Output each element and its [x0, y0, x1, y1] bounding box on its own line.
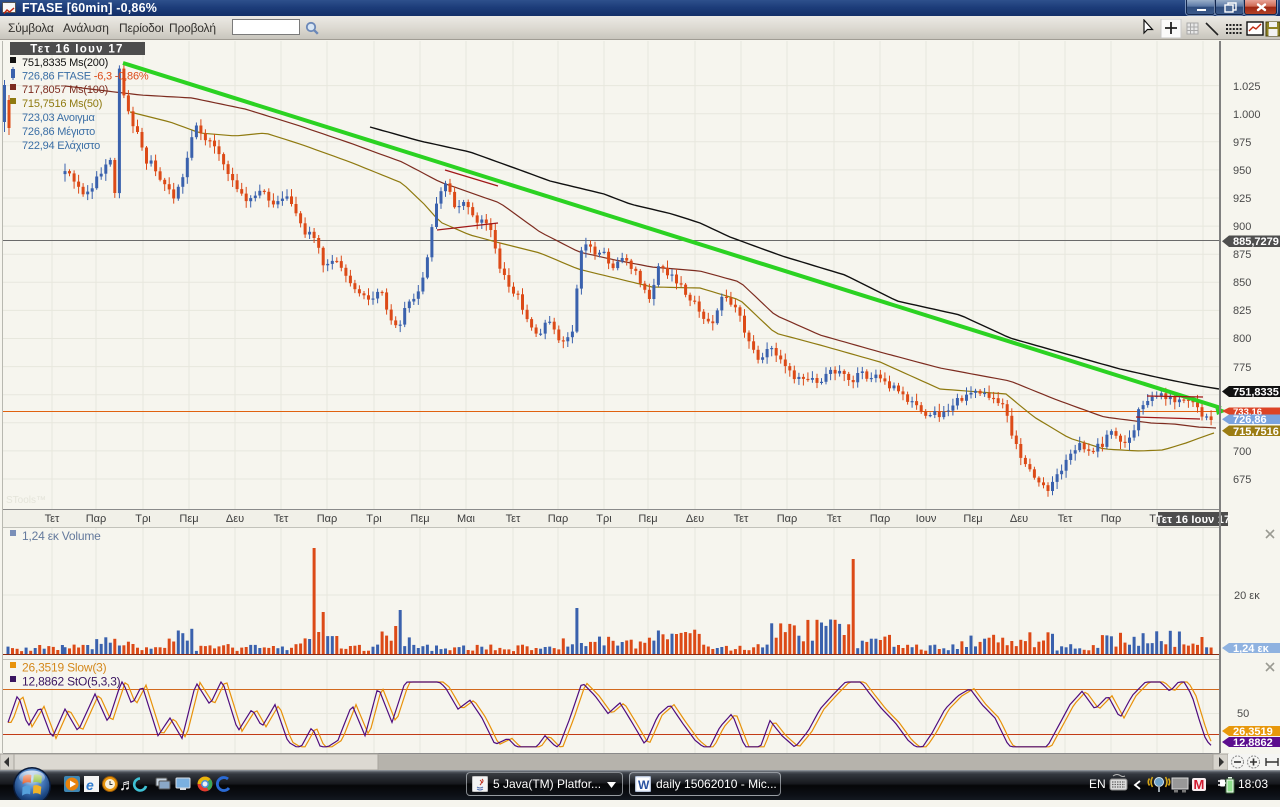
svg-text:Τετ: Τετ [45, 513, 60, 525]
svg-text:Παρ: Παρ [86, 513, 107, 525]
svg-text:1.025: 1.025 [1233, 81, 1261, 93]
svg-text:723,03 Ανοιγμα: 723,03 Ανοιγμα [22, 112, 96, 124]
svg-text:Δευ: Δευ [686, 513, 704, 525]
svg-text:1,24 εκ: 1,24 εκ [1233, 643, 1270, 655]
svg-text:733,16: 733,16 [1233, 407, 1262, 418]
svg-text:12,8862 StO(5,3,3): 12,8862 StO(5,3,3) [22, 675, 121, 689]
svg-text:850: 850 [1233, 277, 1251, 289]
svg-text:Τετ: Τετ [274, 513, 289, 525]
svg-text:Ιουν: Ιουν [916, 513, 937, 525]
svg-text:Παρ: Παρ [1101, 513, 1122, 525]
svg-text:825: 825 [1233, 305, 1251, 317]
svg-text:M: M [1194, 777, 1205, 792]
svg-text:Τετ 16 Ιουν 17: Τετ 16 Ιουν 17 [30, 44, 123, 56]
svg-text:Τετ: Τετ [734, 513, 749, 525]
svg-text:Πεμ: Πεμ [410, 513, 429, 525]
svg-text:12,8862: 12,8862 [1233, 737, 1273, 749]
svg-text:e: e [86, 777, 94, 793]
svg-text:Δευ: Δευ [1010, 513, 1028, 525]
svg-text:975: 975 [1233, 137, 1251, 149]
svg-text:Τρι: Τρι [366, 513, 382, 525]
svg-text:726,86 FTASE -6,3 -0,86%: 726,86 FTASE -6,3 -0,86% [22, 71, 149, 83]
svg-text:50: 50 [1237, 708, 1249, 720]
svg-text:Παρ: Παρ [777, 513, 798, 525]
svg-text:Τετ: Τετ [827, 513, 842, 525]
svg-text:Δευ: Δευ [226, 513, 244, 525]
svg-text:Τετ: Τετ [506, 513, 521, 525]
svg-text:Μαι: Μαι [457, 513, 476, 525]
svg-text:26,3519 Slow(3): 26,3519 Slow(3) [22, 661, 107, 675]
svg-text:751,8335 Μs(200): 751,8335 Μs(200) [22, 57, 108, 69]
svg-text:20 εκ: 20 εκ [1234, 590, 1260, 602]
svg-text:722,94 Ελάχιστο: 722,94 Ελάχιστο [22, 140, 100, 152]
svg-text:900: 900 [1233, 221, 1251, 233]
svg-text:675: 675 [1233, 474, 1251, 486]
svg-text:Τετ: Τετ [1058, 513, 1073, 525]
svg-text:Τρι: Τρι [596, 513, 612, 525]
svg-text:1.000: 1.000 [1233, 109, 1261, 121]
svg-text:800: 800 [1233, 333, 1251, 345]
svg-text:715,7516 Μs(50): 715,7516 Μs(50) [22, 98, 102, 110]
svg-text:726,86: 726,86 [1233, 414, 1267, 426]
svg-text:Πεμ: Πεμ [963, 513, 982, 525]
svg-text:Τρι: Τρι [135, 513, 151, 525]
svg-text:925: 925 [1233, 193, 1251, 205]
svg-text:W: W [638, 778, 650, 792]
svg-text:875: 875 [1233, 249, 1251, 261]
svg-text:717,8057 Μs(100): 717,8057 Μs(100) [22, 84, 108, 96]
svg-text:726,86 Μέγιστο: 726,86 Μέγιστο [22, 126, 95, 138]
svg-text:751,8335: 751,8335 [1233, 387, 1279, 399]
svg-text:Πεμ: Πεμ [638, 513, 657, 525]
svg-text:STools™: STools™ [6, 495, 46, 506]
svg-text:Τετ 16 Ιουν 17: Τετ 16 Ιουν 17 [1156, 514, 1231, 526]
svg-text:♬: ♬ [119, 777, 135, 794]
svg-text:Παρ: Παρ [870, 513, 891, 525]
svg-text:Παρ: Παρ [317, 513, 338, 525]
svg-text:26,3519: 26,3519 [1233, 726, 1273, 738]
svg-text:775: 775 [1233, 362, 1251, 374]
svg-text:Παρ: Παρ [548, 513, 569, 525]
svg-text:715,7516: 715,7516 [1233, 426, 1279, 438]
svg-text:950: 950 [1233, 165, 1251, 177]
svg-text:885,7279: 885,7279 [1233, 236, 1279, 248]
svg-text:700: 700 [1233, 446, 1251, 458]
svg-text:Πεμ: Πεμ [179, 513, 198, 525]
svg-text:1,24 εκ Volume: 1,24 εκ Volume [22, 529, 101, 543]
